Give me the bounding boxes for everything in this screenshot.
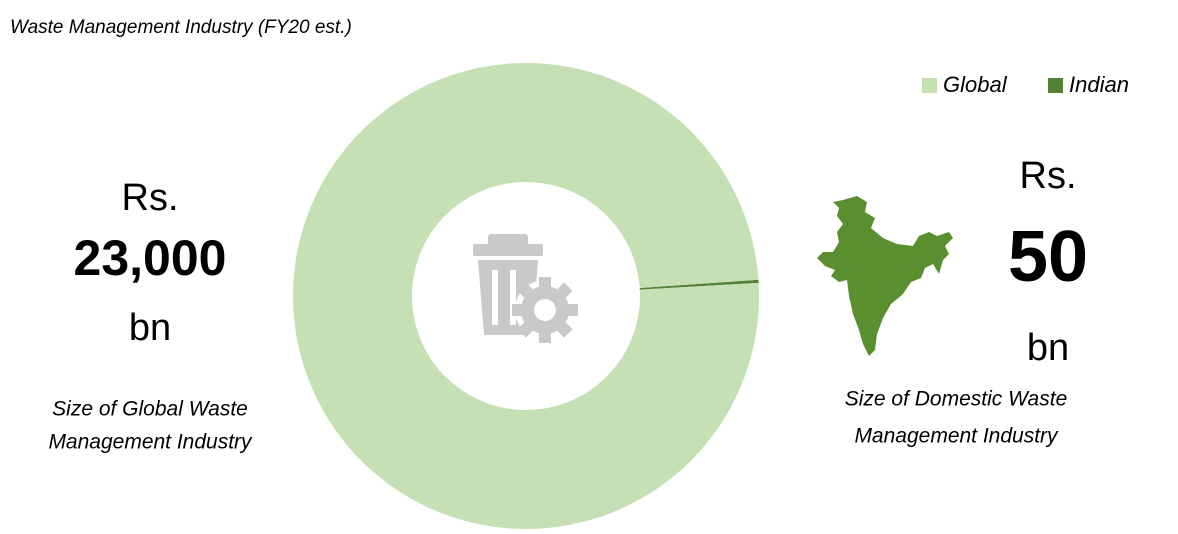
legend-swatch (1048, 78, 1063, 93)
caption: Size of Domestic Waste (845, 388, 1068, 411)
caption: Management Industry (854, 425, 1059, 448)
waste-icon (473, 234, 578, 343)
caption: Size of Global Waste (52, 398, 248, 421)
donut (292, 63, 759, 529)
slice (292, 63, 759, 529)
unit-suffix: bn (1027, 327, 1069, 369)
currency-prefix: Rs. (1020, 155, 1077, 197)
chart-title: Waste Management Industry (FY20 est.) (10, 17, 352, 38)
legend-swatch (922, 78, 937, 93)
value-label: 50 (1008, 217, 1088, 297)
currency-prefix: Rs. (122, 177, 179, 219)
caption: Management Industry (48, 431, 253, 454)
legend-label: Indian (1069, 72, 1129, 97)
legend-label: Global (943, 72, 1008, 97)
value-label: 23,000 (74, 230, 227, 286)
slice (639, 279, 759, 290)
unit-suffix: bn (129, 307, 171, 349)
india-map (817, 196, 953, 356)
